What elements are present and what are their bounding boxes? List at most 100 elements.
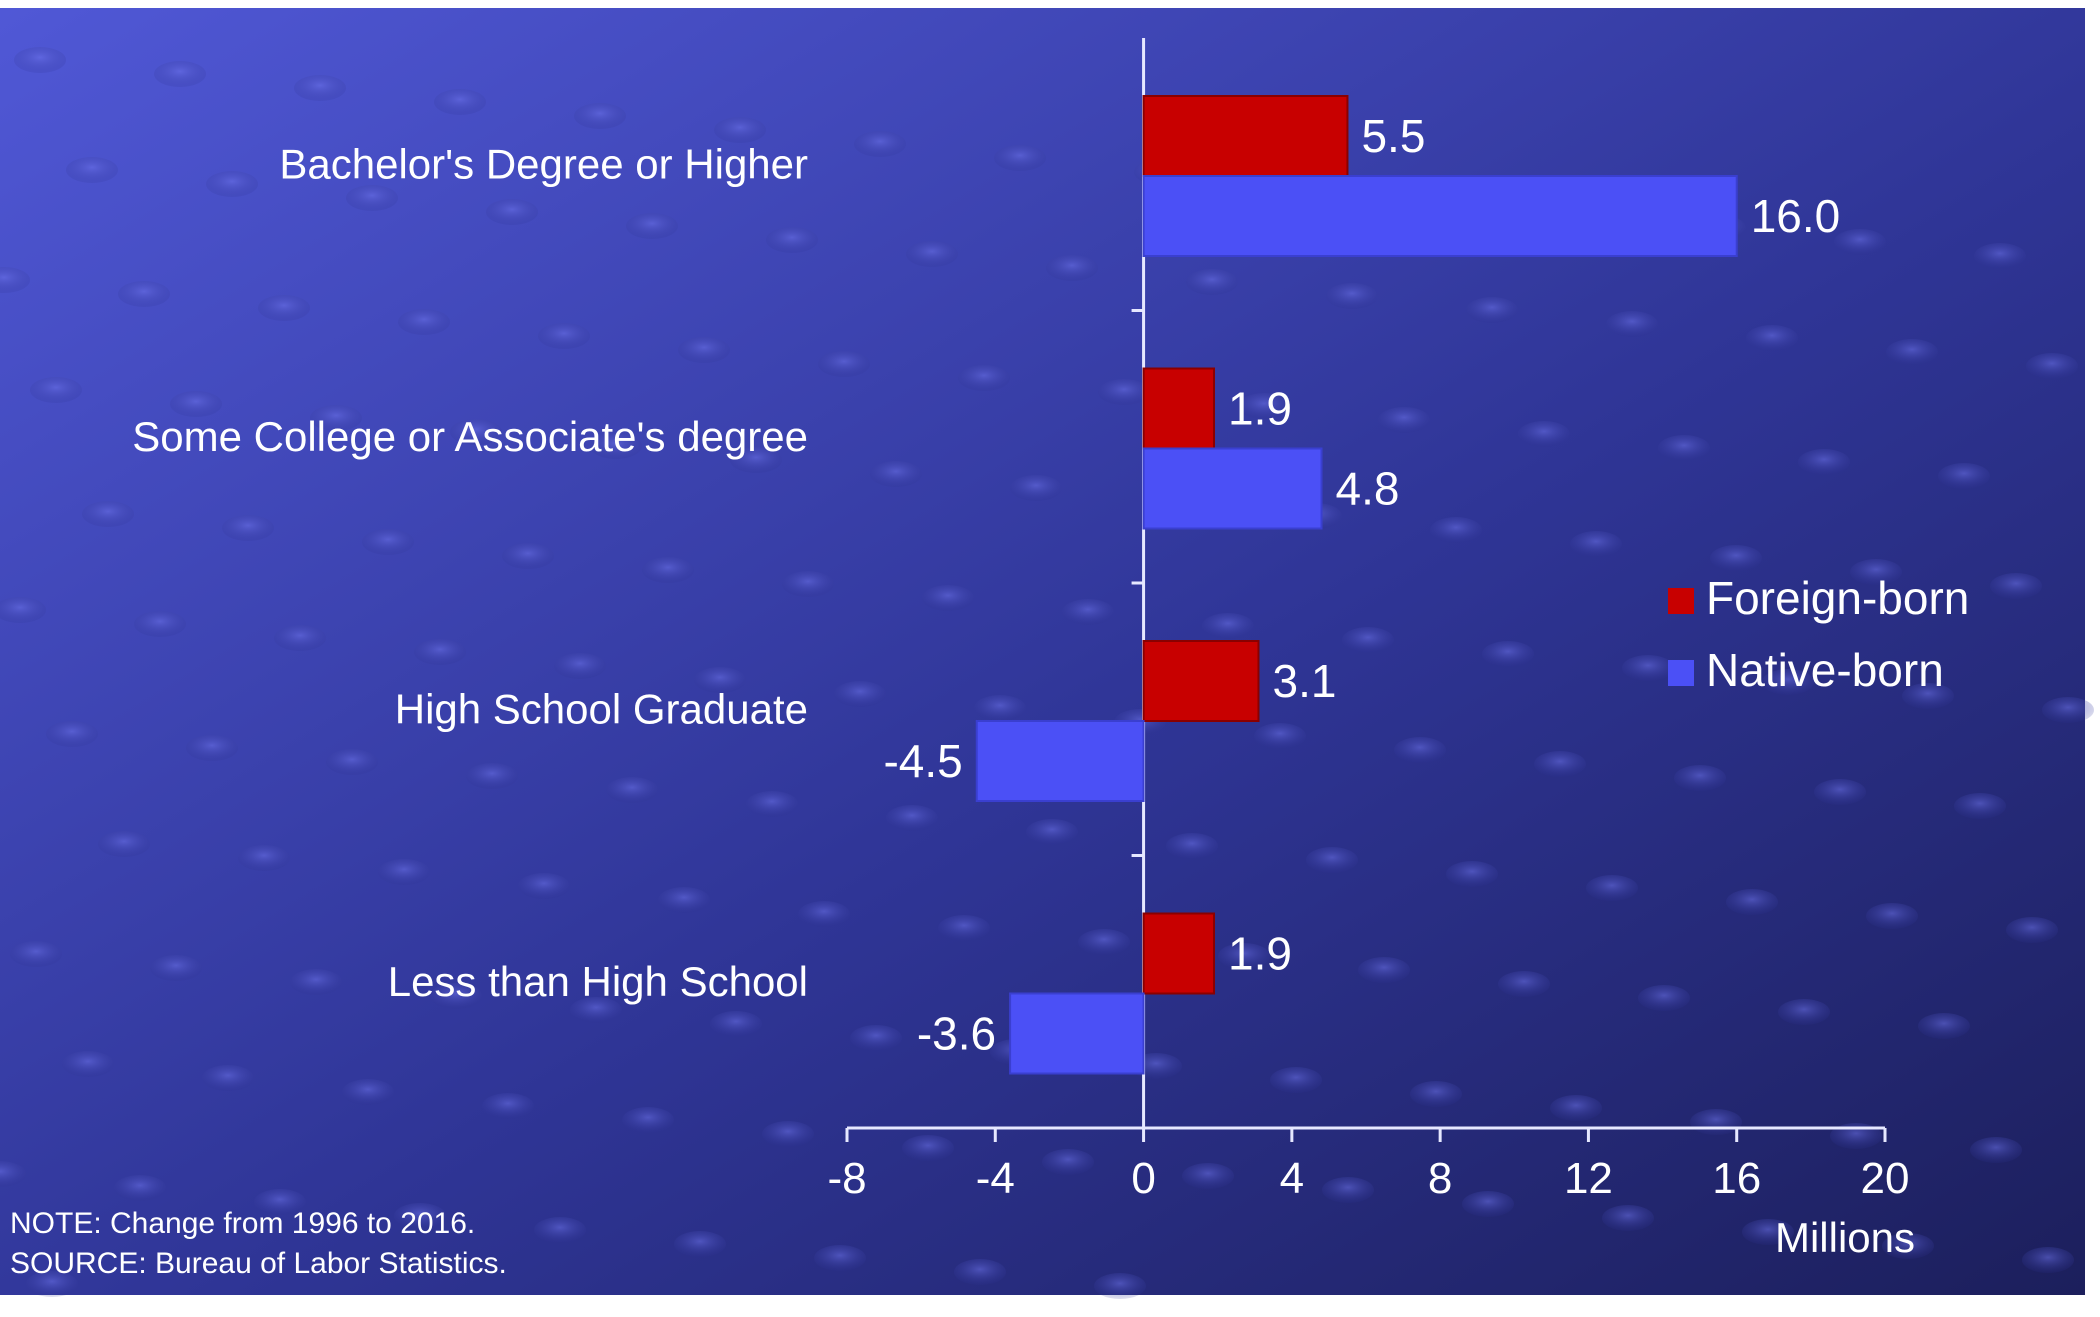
source-text: SOURCE: Bureau of Labor Statistics.: [10, 1247, 507, 1280]
background-dot: [642, 557, 694, 583]
background-dot: [398, 309, 450, 335]
background-dot: [538, 323, 590, 349]
background-dot: [0, 267, 30, 293]
background-dot: [606, 777, 658, 803]
background-dot: [1518, 421, 1570, 447]
background-dot: [674, 1231, 726, 1257]
background-dot: [1938, 463, 1990, 489]
background-dot: [1638, 985, 1690, 1011]
background-dot: [1622, 655, 1674, 681]
background-dot: [414, 639, 466, 665]
background-dot: [1746, 325, 1798, 351]
background-dot: [1570, 531, 1622, 557]
background-dot: [1270, 1067, 1322, 1093]
background-dot: [1866, 903, 1918, 929]
background-dot: [834, 681, 886, 707]
bar-value-label: 16.0: [1751, 190, 1841, 242]
background-dot: [1658, 435, 1710, 461]
background-dot: [658, 887, 710, 913]
x-tick-label: 16: [1712, 1154, 1761, 1203]
bar-value-label: -4.5: [883, 735, 962, 787]
background-dot: [938, 915, 990, 941]
background-dot: [1602, 1205, 1654, 1231]
background-dot: [378, 859, 430, 885]
background-dot: [1326, 283, 1378, 309]
background-dot: [1974, 243, 2026, 269]
background-dot: [1238, 393, 1290, 419]
background-dot: [870, 461, 922, 487]
background-dot: [1342, 627, 1394, 653]
bar-value-label: 5.5: [1361, 110, 1425, 162]
background-dot: [0, 597, 46, 623]
background-dot: [1098, 379, 1150, 405]
background-dot: [1710, 545, 1762, 571]
background-dot: [1798, 449, 1850, 475]
background-dot: [854, 131, 906, 157]
background-dot: [922, 585, 974, 611]
background-dot: [154, 61, 206, 87]
background-dot: [2026, 353, 2078, 379]
background-dot: [1094, 1273, 1146, 1299]
x-tick-label: 20: [1861, 1154, 1910, 1203]
background-dot: [1762, 669, 1814, 695]
background-dot: [1482, 641, 1534, 667]
background-dot: [1970, 1137, 2022, 1163]
background-dot: [1882, 1233, 1934, 1259]
category-label: Some College or Associate's degree: [132, 413, 808, 460]
background-dot: [466, 763, 518, 789]
background-dot: [1358, 957, 1410, 983]
background-dot: [450, 419, 502, 445]
background-dot: [430, 983, 482, 1009]
background-dot: [362, 529, 414, 555]
background-dot: [534, 1217, 586, 1243]
background-dot: [2006, 917, 2058, 943]
background-dot: [254, 1189, 306, 1215]
background-dot: [1166, 833, 1218, 859]
background-dot: [766, 227, 818, 253]
background-dot: [994, 145, 1046, 171]
bar-foreign-born: [1142, 367, 1216, 450]
background-dot: [274, 625, 326, 651]
background-dot: [1218, 943, 1270, 969]
background-dot: [818, 351, 870, 377]
background-dot: [206, 171, 258, 197]
background-dot: [46, 721, 98, 747]
legend-label: Native-born: [1706, 644, 1944, 696]
background-dot: [958, 365, 1010, 391]
bar-value-label: 1.9: [1228, 928, 1292, 980]
category-label: Less than High School: [388, 958, 808, 1005]
background-dot: [902, 1135, 954, 1161]
background-dot: [1886, 339, 1938, 365]
background-dot: [714, 117, 766, 143]
x-tick-labels: -8 -4 0 4 8 12 16 20: [827, 1128, 1909, 1203]
background-dot: [1690, 1109, 1742, 1135]
background-dot: [730, 447, 782, 473]
bar-native-born: [1009, 992, 1145, 1075]
background-dot: [1026, 819, 1078, 845]
background-dot: [1042, 1149, 1094, 1175]
bar-value-label: 1.9: [1228, 383, 1292, 435]
background-dot: [310, 405, 362, 431]
background-dot: [238, 845, 290, 871]
category-label: Bachelor's Degree or Higher: [279, 140, 808, 187]
bar-foreign-born: [1142, 95, 1349, 177]
x-axis-label: Millions: [1775, 1214, 1915, 1261]
background-dot: [14, 47, 66, 73]
background-dot: [622, 1107, 674, 1133]
background-dot: [974, 695, 1026, 721]
background-dot: [326, 749, 378, 775]
background-dot: [258, 295, 310, 321]
background-dot: [134, 611, 186, 637]
background-dot: [1726, 889, 1778, 915]
background-dot: [342, 1079, 394, 1105]
background-dot: [1062, 599, 1114, 625]
background-dot: [1550, 1095, 1602, 1121]
background-dot: [1606, 311, 1658, 337]
background-dot: [782, 571, 834, 597]
x-tick-label: 0: [1131, 1154, 1155, 1203]
legend-label: Foreign-born: [1706, 572, 1969, 624]
background-dot: [886, 805, 938, 831]
background-dot: [1462, 1191, 1514, 1217]
background-dot: [0, 1161, 26, 1187]
